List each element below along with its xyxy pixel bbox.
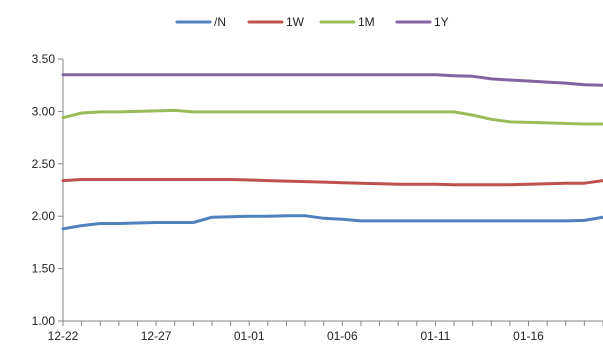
x-tick-label: 12-27 — [141, 329, 172, 343]
x-tick-label: 01-16 — [513, 329, 544, 343]
x-tick-label: 01-01 — [234, 329, 265, 343]
y-tick-label: 3.00 — [32, 104, 56, 118]
series-line-0 — [61, 214, 603, 231]
legend-label-0: /N — [214, 15, 226, 29]
legend: /N 1W 1M 1Y — [175, 15, 449, 29]
legend-label-2: 1M — [358, 15, 375, 29]
series-line-3 — [61, 73, 603, 87]
y-tick-label: 2.50 — [32, 157, 56, 171]
y-axis: 1.00 1.50 2.00 2.50 3.00 3.50 — [32, 52, 64, 328]
legend-label-1: 1W — [286, 15, 305, 29]
legend-label-3: 1Y — [434, 15, 449, 29]
x-tick-label: 01-11 — [421, 329, 451, 343]
y-tick-label: 1.50 — [32, 262, 56, 276]
y-tick-label: 2.00 — [32, 209, 56, 223]
x-axis: 12-22 12-27 01-01 01-06 01-11 01-16 — [48, 320, 603, 343]
x-tick-label: 12-22 — [48, 329, 79, 343]
series-lines — [61, 73, 603, 231]
series-line-1 — [61, 178, 603, 187]
y-tick-label: 3.50 — [32, 52, 56, 66]
x-tick-label: 01-06 — [327, 329, 358, 343]
y-tick-label: 1.00 — [32, 314, 56, 328]
series-line-2 — [61, 108, 603, 126]
